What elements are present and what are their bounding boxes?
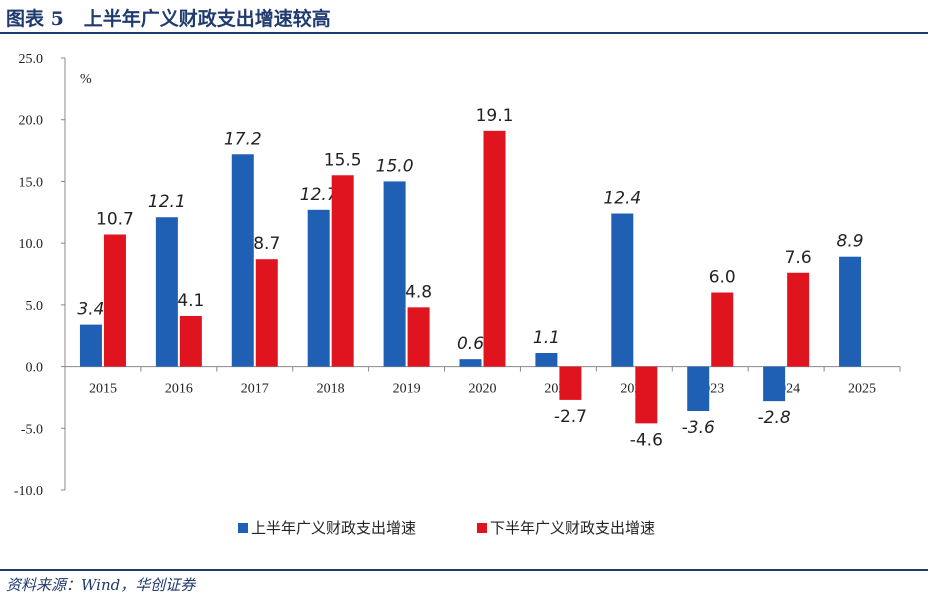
- data-label-h2: -2.7: [554, 407, 587, 427]
- header-rule: [0, 32, 928, 34]
- bar-h1: [231, 154, 254, 367]
- data-label-h1: 3.4: [77, 300, 104, 320]
- y-tick-label: 5.0: [26, 299, 44, 314]
- y-unit-label: %: [80, 72, 92, 87]
- data-label-h2: 4.8: [405, 282, 432, 302]
- data-label-h2: 6.0: [709, 268, 736, 288]
- bar-h1: [79, 324, 102, 367]
- x-tick-label: 2017: [241, 382, 269, 397]
- bar-h1: [763, 366, 786, 402]
- data-label-h2: 10.7: [96, 210, 134, 230]
- bar-h1: [839, 256, 862, 367]
- data-label-h1: -3.6: [682, 418, 715, 438]
- data-label-h2: -4.6: [630, 430, 663, 450]
- legend-swatch-h2: [477, 523, 487, 533]
- bar-h1: [535, 352, 558, 367]
- x-tick-label: 2018: [317, 382, 345, 397]
- figure-title-text: 上半年广义财政支出增速较高: [83, 8, 331, 30]
- figure-header: 图表 5 上半年广义财政支出增速较高: [0, 0, 932, 32]
- y-tick-label: 20.0: [19, 114, 44, 129]
- y-tick-label: -5.0: [21, 422, 43, 437]
- figure-title: 图表 5 上半年广义财政支出增速较高: [6, 4, 331, 31]
- data-label-h1: 12.1: [148, 192, 186, 212]
- bar-h2: [559, 366, 582, 400]
- x-tick-label: 2025: [848, 382, 876, 397]
- bar-h2: [711, 292, 734, 367]
- data-label-h1: 0.6: [457, 334, 484, 354]
- data-label-h2: 19.1: [476, 106, 514, 126]
- x-tick-label: 2015: [89, 382, 117, 397]
- bar-h1: [687, 366, 710, 412]
- bar-h2: [407, 307, 430, 367]
- data-label-h1: 15.0: [376, 156, 414, 176]
- x-tick-label: 2016: [165, 382, 193, 397]
- bar-h2: [179, 315, 202, 367]
- data-label-h2: 15.5: [324, 150, 362, 170]
- bar-h1: [611, 213, 634, 367]
- bar-h1: [383, 181, 406, 367]
- bar-h2: [331, 175, 354, 367]
- bar-h2: [103, 234, 126, 367]
- bar-chart: 25.0 20.0 15.0 10.0 5.0 0.0 -5.0 -10.0% 2015 2016…: [14, 52, 901, 537]
- data-label-h1: 12.7: [300, 185, 338, 205]
- legend-label-h2: 下半年广义财政支出增速: [490, 519, 655, 537]
- bar-h1: [155, 217, 178, 367]
- y-tick-label: 25.0: [19, 52, 44, 67]
- y-tick-label: 10.0: [19, 237, 44, 252]
- bar-h2: [483, 130, 506, 367]
- bar-h1: [459, 359, 482, 367]
- bar-h2: [787, 272, 810, 367]
- bar-h2: [635, 366, 658, 424]
- bar-h1: [307, 209, 330, 367]
- y-tick-label: 0.0: [26, 361, 44, 376]
- data-label-h2: 7.6: [785, 248, 812, 268]
- data-label-h2: 8.7: [253, 234, 280, 254]
- figure-label: 图表 5: [6, 8, 64, 30]
- x-tick-label: 2019: [393, 382, 421, 397]
- data-label-h1: 12.4: [603, 189, 641, 209]
- legend-swatch-h1: [238, 523, 248, 533]
- y-tick-label: -10.0: [14, 484, 43, 499]
- data-label-h1: 17.2: [224, 129, 262, 149]
- y-tick-label: 15.0: [19, 175, 44, 190]
- data-label-h2: 4.1: [177, 291, 204, 311]
- data-label-h1: 1.1: [533, 328, 560, 348]
- data-label-h1: -2.8: [758, 408, 791, 428]
- x-tick-label: 2020: [469, 382, 497, 397]
- source-note: 资料来源：Wind，华创证券: [6, 576, 196, 594]
- bar-h2: [255, 259, 278, 367]
- footer-rule: [0, 569, 928, 571]
- data-label-h1: 8.9: [837, 232, 864, 252]
- legend-label-h1: 上半年广义财政支出增速: [251, 519, 416, 537]
